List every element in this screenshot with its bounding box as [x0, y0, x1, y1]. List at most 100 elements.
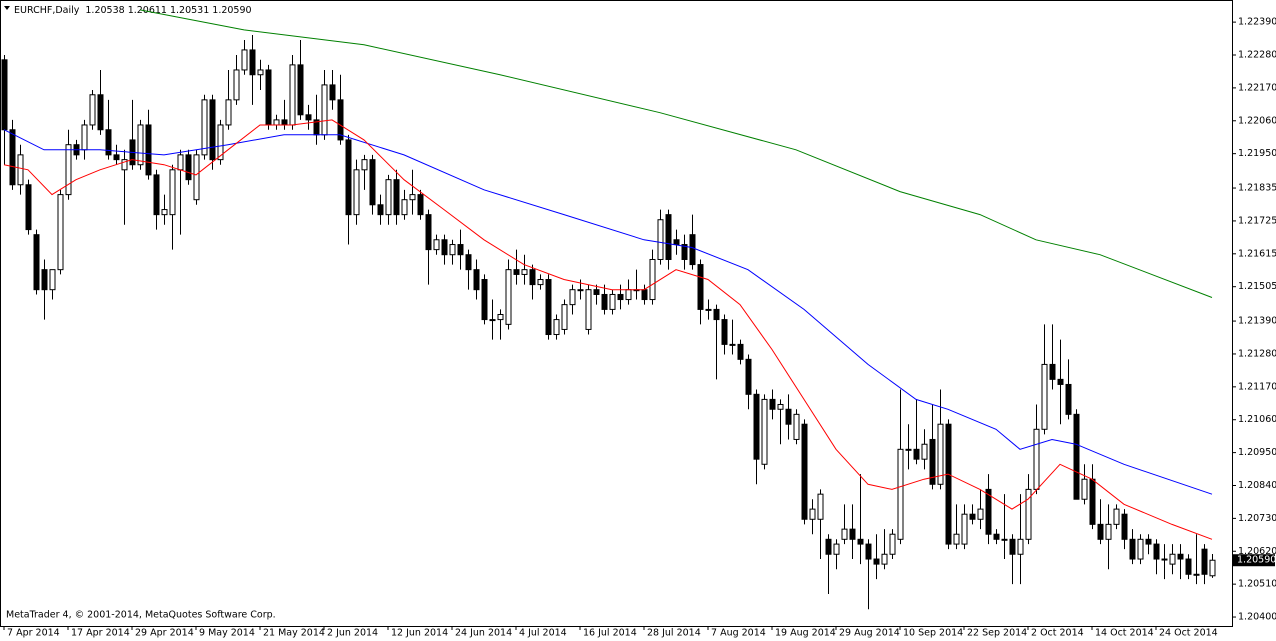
candle-body: [113, 154, 120, 161]
candle-body: [273, 119, 280, 126]
candle-body: [833, 543, 840, 555]
candle-body: [489, 319, 496, 322]
y-tick-label: 1.20730: [1238, 513, 1276, 524]
x-tick-label: 2 Jun 2014: [327, 628, 378, 639]
candle-body: [121, 159, 128, 171]
last-close: 1.20590: [212, 5, 251, 16]
x-tick-label: 7 Aug 2014: [711, 628, 766, 639]
y-tick-label: 1.20400: [1238, 612, 1276, 623]
chart-header: EURCHF,Daily 1.20538 1.20611 1.20531 1.20590: [14, 5, 252, 16]
moving-average-line: [139, 9, 1213, 298]
x-tick-label: 14 Oct 2014: [1095, 628, 1154, 639]
candle-body: [257, 69, 264, 76]
candle-body: [1017, 538, 1024, 555]
candle-body: [97, 94, 104, 131]
candle-body: [145, 124, 152, 176]
candle-body: [1161, 558, 1168, 561]
candle-body: [953, 533, 960, 545]
candle-body: [17, 154, 24, 186]
y-tick-label: 1.20620: [1238, 546, 1276, 557]
candle-body: [929, 438, 936, 485]
candle-body: [569, 289, 576, 306]
y-tick-label: 1.21835: [1238, 183, 1276, 194]
x-tick-label: 10 Sep 2014: [903, 628, 963, 639]
candle-body: [249, 49, 256, 76]
candle-body: [625, 289, 632, 301]
candle-body: [737, 343, 744, 360]
y-tick-label: 1.21170: [1238, 381, 1276, 392]
x-tick-label: 24 Jun 2014: [455, 628, 512, 639]
y-tick-label: 1.21280: [1238, 348, 1276, 359]
y-tick-label: 1.21390: [1238, 316, 1276, 327]
x-tick-label: 29 Aug 2014: [839, 628, 900, 639]
candle-body: [593, 289, 600, 295]
candle-body: [745, 358, 752, 395]
y-tick-label: 1.21060: [1238, 414, 1276, 425]
candle-body: [553, 319, 560, 336]
candle-body: [977, 508, 984, 520]
candle-body: [985, 488, 992, 535]
candle-body: [57, 194, 64, 271]
candle-body: [217, 124, 224, 161]
candle-body: [1121, 513, 1128, 540]
candle-body: [105, 129, 112, 156]
x-tick-label: 21 May 2014: [263, 628, 325, 639]
candle-body: [417, 194, 424, 216]
candle-body: [969, 513, 976, 520]
candle-body: [337, 99, 344, 141]
candle-body: [81, 124, 88, 151]
candle-body: [529, 269, 536, 286]
candle-body: [137, 124, 144, 166]
y-tick-label: 1.22390: [1238, 17, 1276, 28]
y-tick-label: 1.21505: [1238, 281, 1276, 292]
candle-body: [457, 244, 464, 256]
candle-body: [481, 279, 488, 321]
candle-body: [665, 214, 672, 260]
candle-body: [609, 293, 616, 310]
candle-body: [913, 448, 920, 460]
candle-body: [377, 204, 384, 216]
candle-body: [705, 308, 712, 311]
candle-body: [641, 289, 648, 301]
y-tick-label: 1.20510: [1238, 579, 1276, 590]
plot-frame: [0, 0, 1233, 627]
candle-body: [65, 144, 72, 196]
candle-body: [1209, 559, 1216, 577]
candle-body: [1081, 478, 1088, 500]
current-price-box: [1233, 554, 1275, 567]
candle-body: [305, 114, 312, 121]
candle-body: [1129, 538, 1136, 560]
candle-body: [1065, 383, 1072, 415]
candle-body: [425, 214, 432, 251]
x-tick-label: 7 Apr 2014: [7, 628, 60, 639]
x-tick-label: 28 Jul 2014: [647, 628, 701, 639]
candle-body: [841, 528, 848, 540]
last-high: 1.20611: [128, 5, 167, 16]
candle-body: [785, 408, 792, 425]
chart-title: EURCHF,Daily: [14, 5, 80, 16]
candle-body: [385, 179, 392, 216]
candle-body: [545, 279, 552, 336]
candle-body: [825, 538, 832, 555]
candle-body: [177, 154, 184, 171]
candle-body: [1009, 538, 1016, 555]
last-open: 1.20538: [85, 5, 124, 16]
candle-body: [33, 234, 40, 291]
candle-body: [921, 443, 928, 460]
candle-body: [857, 538, 864, 545]
menu-arrow[interactable]: [4, 6, 10, 10]
candle-body: [793, 413, 800, 440]
candle-body: [537, 279, 544, 286]
x-tick-label: 17 Apr 2014: [71, 628, 130, 639]
candle-body: [1, 59, 8, 131]
moving-average-line: [3, 119, 1213, 540]
y-tick-label: 1.21615: [1238, 248, 1276, 259]
candle-body: [161, 209, 168, 216]
candle-body: [761, 398, 768, 465]
candle-body: [689, 234, 696, 266]
candle-body: [1185, 558, 1192, 575]
candle-body: [801, 423, 808, 520]
candle-body: [473, 269, 480, 291]
